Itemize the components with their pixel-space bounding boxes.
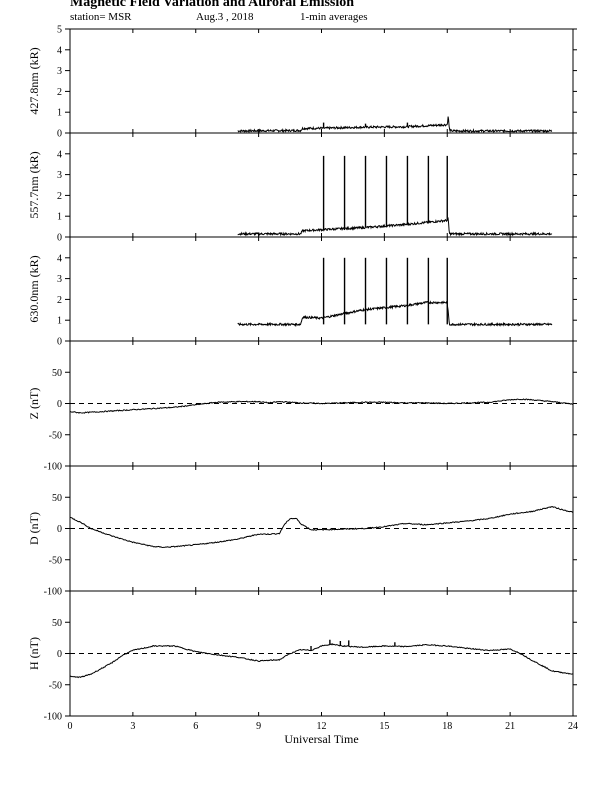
y-tick-label-H: 0 bbox=[57, 649, 62, 660]
y-axis-label-Z: Z (nT) bbox=[27, 388, 41, 420]
y-tick-label-630.0nm: 2 bbox=[57, 295, 62, 306]
series-line-Z bbox=[69, 398, 574, 414]
y-tick-label-630.0nm: 0 bbox=[57, 337, 62, 348]
y-tick-label-630.0nm: 4 bbox=[57, 253, 62, 264]
x-tick-label: 21 bbox=[505, 721, 515, 732]
averaging-label: 1-min averages bbox=[300, 11, 368, 23]
series-line-H bbox=[69, 642, 574, 679]
y-tick-label-Z: 0 bbox=[57, 399, 62, 410]
y-tick-label-H: -100 bbox=[44, 712, 62, 723]
y-tick-label-557.7nm: 3 bbox=[57, 170, 62, 181]
series-line-557.7nm bbox=[237, 216, 553, 237]
y-tick-label-D: 0 bbox=[57, 524, 62, 535]
y-tick-label-630.0nm: 1 bbox=[57, 316, 62, 327]
series-line-D bbox=[69, 505, 574, 548]
series-line-427.8nm bbox=[237, 116, 553, 134]
x-tick-label: 0 bbox=[68, 721, 73, 732]
y-tick-label-557.7nm: 2 bbox=[57, 191, 62, 202]
panel-frame-427.8nm bbox=[69, 28, 574, 134]
y-axis-label-427.8nm: 427.8nm (kR) bbox=[27, 47, 41, 114]
y-tick-label-557.7nm: 1 bbox=[57, 212, 62, 223]
x-tick-label: 15 bbox=[379, 721, 389, 732]
y-tick-label-H: 50 bbox=[52, 618, 62, 629]
y-tick-label-557.7nm: 0 bbox=[57, 233, 62, 244]
y-tick-label-427.8nm: 3 bbox=[57, 66, 62, 77]
x-tick-label: 24 bbox=[568, 721, 578, 732]
y-tick-label-427.8nm: 5 bbox=[57, 25, 62, 36]
x-tick-label: 12 bbox=[317, 721, 327, 732]
y-tick-label-Z: 50 bbox=[52, 368, 62, 379]
y-tick-label-D: -100 bbox=[44, 587, 62, 598]
y-axis-label-557.7nm: 557.7nm (kR) bbox=[27, 151, 41, 218]
date-label: Aug.3 , 2018 bbox=[196, 11, 254, 23]
y-axis-label-H: H (nT) bbox=[27, 637, 41, 670]
x-axis-label: Universal Time bbox=[284, 732, 358, 746]
y-tick-label-H: -50 bbox=[49, 680, 62, 691]
y-tick-label-D: -50 bbox=[49, 555, 62, 566]
panel-frame-557.7nm bbox=[69, 132, 574, 238]
x-tick-label: 9 bbox=[256, 721, 261, 732]
y-tick-label-427.8nm: 2 bbox=[57, 87, 62, 98]
x-tick-label: 3 bbox=[130, 721, 135, 732]
chart-title: Magnetic Field Variation and Auroral Emi… bbox=[70, 0, 355, 10]
y-axis-label-D: D (nT) bbox=[27, 512, 41, 545]
y-tick-label-557.7nm: 4 bbox=[57, 149, 62, 160]
y-tick-label-630.0nm: 3 bbox=[57, 274, 62, 285]
y-axis-label-630.0nm: 630.0nm (kR) bbox=[27, 255, 41, 322]
y-tick-label-427.8nm: 4 bbox=[57, 45, 62, 56]
y-tick-label-427.8nm: 1 bbox=[57, 108, 62, 119]
y-tick-label-D: 50 bbox=[52, 493, 62, 504]
station-label: station= MSR bbox=[70, 11, 132, 23]
x-tick-label: 6 bbox=[193, 721, 198, 732]
x-tick-label: 18 bbox=[442, 721, 452, 732]
y-tick-label-Z: -50 bbox=[49, 430, 62, 441]
y-tick-label-427.8nm: 0 bbox=[57, 129, 62, 140]
series-line-630.0nm bbox=[237, 300, 553, 328]
y-tick-label-Z: -100 bbox=[44, 462, 62, 473]
